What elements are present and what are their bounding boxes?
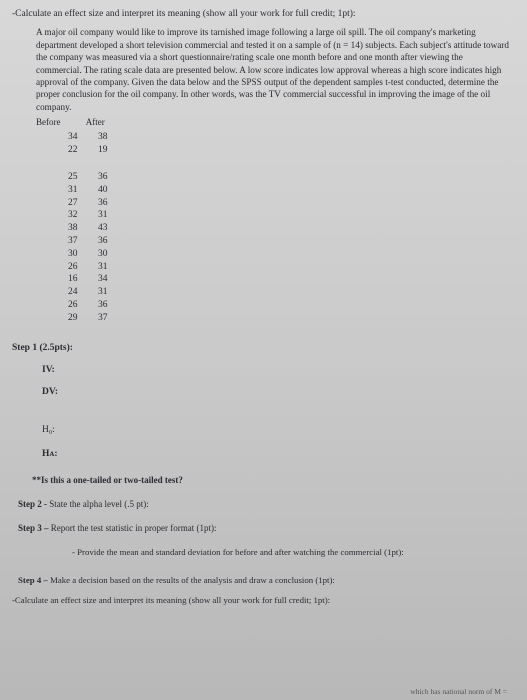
- column-headers: Before After: [36, 117, 509, 127]
- table-row: 3438: [68, 131, 509, 144]
- cell-before: 34: [68, 131, 98, 144]
- cell-after: 19: [98, 144, 128, 157]
- step2-bold: Step 2 -: [18, 499, 49, 509]
- cell-before: 27: [68, 197, 98, 210]
- step2-line: Step 2 - State the alpha level (.5 pt):: [18, 499, 509, 509]
- cell-after: 36: [98, 171, 128, 184]
- step1-label: Step 1 (2.5pts):: [12, 343, 509, 353]
- cell-after: 30: [98, 248, 128, 261]
- table-row: 3736: [68, 235, 509, 248]
- cell-before: 26: [68, 261, 98, 274]
- step3-line: Step 3 – Report the test statistic in pr…: [18, 523, 509, 533]
- cell-before: 22: [68, 144, 98, 157]
- cell-before: 32: [68, 209, 98, 222]
- step4-line: Step 4 – Make a decision based on the re…: [18, 575, 509, 585]
- tail-question: **Is this a one-tailed or two-tailed tes…: [32, 475, 509, 485]
- cell-before: 31: [68, 184, 98, 197]
- cell-after: 31: [98, 286, 128, 299]
- table-row: 3231: [68, 209, 509, 222]
- cell-before: 37: [68, 235, 98, 248]
- cell-before: 30: [68, 248, 98, 261]
- dv-label: DV:: [42, 387, 509, 397]
- cell-before: 29: [68, 312, 98, 325]
- cell-before: 26: [68, 299, 98, 312]
- table-row: 2536: [68, 171, 509, 184]
- col-before: Before: [36, 117, 84, 127]
- table-row: 2431: [68, 286, 509, 299]
- table-row: 2736: [68, 197, 509, 210]
- cell-after: 31: [98, 261, 128, 274]
- question-header: -Calculate an effect size and interpret …: [12, 8, 509, 20]
- cell-after: 38: [98, 131, 128, 144]
- step2-text: State the alpha level (.5 pt):: [49, 499, 148, 509]
- col-after: After: [86, 117, 105, 127]
- cell-after: 36: [98, 299, 128, 312]
- cell-before: 38: [68, 222, 98, 235]
- step3-text: Report the test statistic in proper form…: [51, 523, 217, 533]
- step4-bold: Step 4 –: [18, 575, 50, 585]
- step3-bold: Step 3 –: [18, 523, 51, 533]
- ha-label: Hᴀ:: [42, 449, 509, 459]
- cutoff-text: which has national norm of M =: [410, 687, 507, 696]
- means-bullet: - Provide the mean and standard deviatio…: [72, 547, 509, 557]
- prompt-paragraph: A major oil company would like to improv…: [36, 26, 509, 113]
- cell-before: 25: [68, 171, 98, 184]
- data-table-main: 2536 3140 2736 3231 3843 3736 3030 2631 …: [68, 171, 509, 325]
- data-table-top: 3438 2219: [68, 131, 509, 157]
- table-row: 2636: [68, 299, 509, 312]
- iv-label: IV:: [42, 365, 509, 375]
- table-row: 2219: [68, 144, 509, 157]
- footer-repeat: -Calculate an effect size and interpret …: [12, 595, 509, 605]
- cell-after: 31: [98, 209, 128, 222]
- table-row: 2937: [68, 312, 509, 325]
- table-row: 3843: [68, 222, 509, 235]
- cell-after: 43: [98, 222, 128, 235]
- h0-label: H₀:: [42, 425, 509, 435]
- cell-before: 24: [68, 286, 98, 299]
- table-row: 3030: [68, 248, 509, 261]
- table-row: 2631: [68, 261, 509, 274]
- cell-after: 34: [98, 273, 128, 286]
- cell-after: 36: [98, 197, 128, 210]
- table-row: 1634: [68, 273, 509, 286]
- step4-text: Make a decision based on the results of …: [50, 575, 335, 585]
- cell-after: 36: [98, 235, 128, 248]
- table-row: 3140: [68, 184, 509, 197]
- cell-after: 40: [98, 184, 128, 197]
- cell-after: 37: [98, 312, 128, 325]
- cell-before: 16: [68, 273, 98, 286]
